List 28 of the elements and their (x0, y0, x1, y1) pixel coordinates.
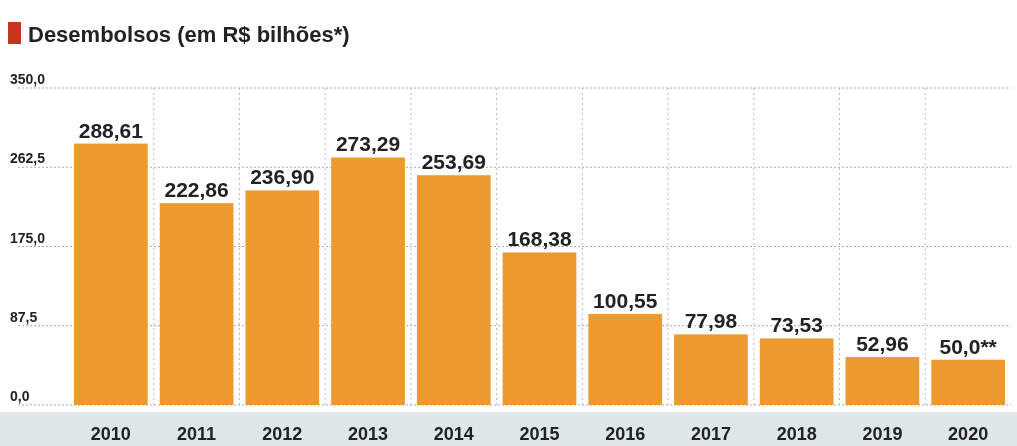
data-label: 50,0** (939, 334, 998, 358)
x-tick-label: 2013 (348, 424, 389, 444)
data-label: 273,29 (335, 132, 401, 156)
x-tick-label: 2015 (519, 424, 560, 444)
x-tick-label: 2011 (177, 424, 217, 444)
x-tick-label: 2017 (690, 424, 731, 444)
y-tick-label: 175,0 (10, 229, 46, 246)
data-label: 168,38 (507, 227, 572, 251)
data-label: 236,90 (250, 165, 315, 189)
data-label: 52,96 (856, 332, 909, 356)
x-tick-label: 2018 (776, 424, 817, 444)
x-tick-label: 2014 (433, 424, 474, 444)
x-tick-label: 2020 (948, 424, 989, 444)
data-label: 288,61 (78, 118, 144, 142)
x-tick-label: 2016 (605, 424, 646, 444)
data-label: 100,55 (593, 288, 658, 312)
data-label: 77,98 (684, 309, 738, 333)
y-tick-label: 350,0 (10, 71, 46, 87)
chart-title: Desembolsos (em R$ bilhões*) (28, 22, 350, 47)
data-label: 253,69 (421, 150, 486, 174)
y-tick-label: 87,5 (10, 308, 38, 325)
x-tick-label: 2010 (90, 424, 131, 444)
data-label: 222,86 (164, 178, 229, 202)
data-label: 73,53 (770, 313, 823, 337)
y-tick-label: 262,5 (10, 150, 46, 167)
y-tick-label: 0,0 (10, 388, 30, 404)
x-tick-label: 2019 (862, 424, 903, 444)
x-tick-label: 2012 (262, 424, 303, 444)
